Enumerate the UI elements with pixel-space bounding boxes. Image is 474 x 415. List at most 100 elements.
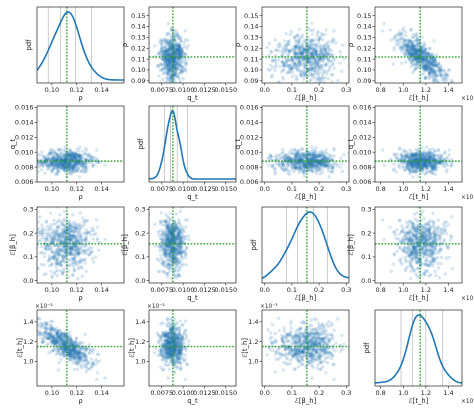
scatter-point	[161, 231, 165, 235]
scatter-point	[71, 257, 76, 261]
scatter-point	[70, 164, 75, 168]
scatter-point	[167, 60, 172, 64]
scatter-point	[60, 240, 64, 244]
scatter-point	[173, 224, 178, 229]
scatter-point	[435, 65, 440, 70]
scatter-point	[450, 78, 454, 83]
scatter-point	[58, 165, 63, 170]
scatter-point	[292, 52, 297, 57]
scatter-point	[53, 231, 58, 236]
scatter-point	[171, 233, 175, 238]
scatter-point	[405, 43, 409, 47]
scatter-point	[407, 168, 412, 172]
scatter-point	[310, 166, 314, 170]
scatter-point	[174, 49, 178, 54]
scatter-point	[293, 162, 298, 166]
scatter-point	[408, 170, 413, 175]
scatter-point	[413, 62, 418, 66]
scatter-point	[301, 74, 306, 78]
scatter-point	[411, 45, 415, 49]
scatter-point	[406, 44, 410, 48]
scatter-point	[68, 153, 73, 158]
scatter-point	[293, 45, 298, 50]
scatter-point	[164, 42, 168, 46]
scatter-point	[329, 73, 334, 77]
scatter-point	[173, 75, 177, 79]
scatter-point	[295, 154, 299, 158]
scatter-point	[78, 145, 82, 150]
scatter-point	[174, 41, 178, 46]
scatter-point	[318, 65, 322, 69]
scatter-point	[83, 164, 87, 169]
scatter-point	[317, 40, 321, 44]
scatter-point	[313, 166, 317, 171]
scatter-point	[434, 154, 438, 158]
scatter-point	[420, 167, 425, 171]
scatter-point	[428, 66, 432, 71]
scatter-point	[163, 252, 168, 257]
scatter-point	[297, 46, 301, 51]
scatter-point	[166, 68, 171, 72]
scatter-point	[409, 53, 413, 57]
scatter-point	[72, 266, 76, 270]
scatter-point	[285, 155, 289, 160]
scatter-point	[177, 49, 181, 54]
scatter-point	[59, 147, 64, 152]
scatter-point	[178, 63, 182, 67]
scatter-point	[62, 161, 66, 165]
scatter-point	[321, 162, 325, 167]
scatter-point	[175, 61, 179, 66]
scatter-point	[59, 161, 64, 166]
scatter-point	[75, 240, 80, 244]
scatter-point	[69, 249, 73, 253]
scatter-point	[157, 74, 161, 78]
scatter-point	[315, 163, 320, 167]
scatter-point	[320, 150, 325, 154]
scatter-point	[323, 150, 328, 155]
scatter-point	[75, 237, 79, 241]
scatter-point	[76, 167, 80, 171]
scatter-point	[175, 47, 179, 52]
scatter-point	[449, 157, 454, 162]
scatter-point	[416, 162, 420, 166]
scatter-point	[173, 225, 177, 229]
scatter-point	[312, 76, 316, 80]
scatter-point	[415, 165, 419, 169]
scatter-point	[178, 57, 182, 61]
scatter-point	[74, 252, 78, 256]
scatter-point	[74, 161, 78, 166]
scatter-point	[310, 162, 314, 167]
scatter-point	[414, 39, 419, 43]
scatter-point	[349, 56, 352, 59]
scatter-point	[423, 161, 427, 166]
scatter-point	[55, 247, 60, 251]
scatter-point	[310, 50, 314, 55]
scatter-point	[430, 56, 434, 61]
scatter-point	[297, 153, 301, 157]
scatter-point	[414, 156, 418, 160]
scatter-point	[277, 163, 281, 167]
scatter-point	[176, 233, 180, 238]
scatter-point	[75, 154, 80, 158]
scatter-point	[73, 255, 78, 259]
scatter-point	[429, 155, 433, 159]
scatter-point	[174, 255, 178, 259]
scatter-point	[297, 166, 301, 170]
scatter-point	[90, 155, 94, 159]
scatter-point	[428, 154, 432, 159]
scatter-point	[299, 166, 303, 170]
scatter-point	[177, 76, 181, 80]
scatter-point	[78, 226, 82, 231]
scatter-point	[291, 70, 295, 75]
scatter-point	[81, 162, 85, 167]
scatter-point	[62, 167, 66, 171]
scatter-point	[308, 85, 311, 88]
scatter-point	[168, 48, 172, 52]
scatter-point	[68, 153, 73, 157]
scatter-point	[410, 153, 415, 158]
scatter-point	[310, 59, 314, 64]
scatter-point	[63, 236, 67, 240]
scatter-point	[78, 169, 82, 174]
scatter-point	[284, 43, 289, 47]
scatter-point	[168, 68, 172, 72]
